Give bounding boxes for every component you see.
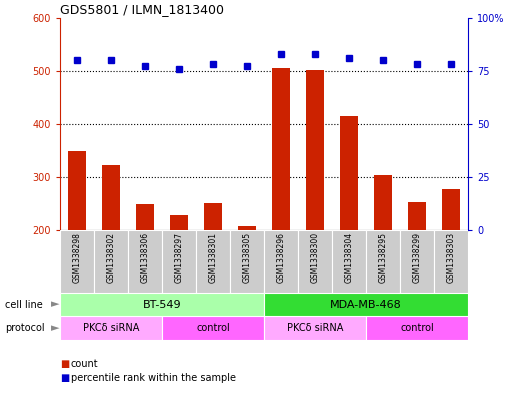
Text: ►: ► [51, 299, 59, 310]
Bar [264, 316, 366, 340]
Bar [230, 230, 264, 293]
Text: cell line: cell line [5, 299, 43, 310]
Bar [366, 316, 468, 340]
Text: GSM1338295: GSM1338295 [379, 232, 388, 283]
Bar [170, 215, 188, 230]
Bar [128, 230, 162, 293]
Text: GDS5801 / ILMN_1813400: GDS5801 / ILMN_1813400 [60, 4, 224, 17]
Text: GSM1338305: GSM1338305 [243, 232, 252, 283]
Text: ►: ► [51, 323, 59, 333]
Bar [366, 230, 400, 293]
Bar [102, 165, 120, 230]
Text: control: control [400, 323, 434, 333]
Bar [400, 230, 434, 293]
Bar [306, 70, 324, 230]
Text: MDA-MB-468: MDA-MB-468 [330, 299, 402, 310]
Bar [60, 316, 162, 340]
Text: GSM1338302: GSM1338302 [107, 232, 116, 283]
Text: count: count [71, 358, 98, 369]
Text: GSM1338306: GSM1338306 [141, 232, 150, 283]
Text: GSM1338296: GSM1338296 [277, 232, 286, 283]
Bar [264, 230, 298, 293]
Bar [272, 68, 290, 230]
Bar [340, 116, 358, 230]
Bar [196, 230, 230, 293]
Bar [162, 316, 264, 340]
Text: control: control [196, 323, 230, 333]
Text: GSM1338303: GSM1338303 [447, 232, 456, 283]
Bar [298, 230, 332, 293]
Bar [434, 230, 468, 293]
Text: GSM1338297: GSM1338297 [175, 232, 184, 283]
Bar [136, 204, 154, 230]
Bar [238, 226, 256, 230]
Bar [374, 175, 392, 230]
Text: percentile rank within the sample: percentile rank within the sample [71, 373, 235, 383]
Text: ■: ■ [60, 358, 70, 369]
Text: GSM1338299: GSM1338299 [413, 232, 422, 283]
Text: protocol: protocol [5, 323, 45, 333]
Text: BT-549: BT-549 [143, 299, 181, 310]
Bar [162, 230, 196, 293]
Bar [68, 151, 86, 230]
Bar [94, 230, 128, 293]
Bar [332, 230, 366, 293]
Text: GSM1338300: GSM1338300 [311, 232, 320, 283]
Text: GSM1338301: GSM1338301 [209, 232, 218, 283]
Text: PKCδ siRNA: PKCδ siRNA [83, 323, 139, 333]
Text: ■: ■ [60, 373, 70, 383]
Text: PKCδ siRNA: PKCδ siRNA [287, 323, 343, 333]
Text: GSM1338304: GSM1338304 [345, 232, 354, 283]
Bar [408, 202, 426, 230]
Bar [204, 203, 222, 230]
Text: GSM1338298: GSM1338298 [73, 232, 82, 283]
Bar [60, 230, 94, 293]
Bar [60, 293, 264, 316]
Bar [264, 293, 468, 316]
Bar [442, 189, 460, 230]
